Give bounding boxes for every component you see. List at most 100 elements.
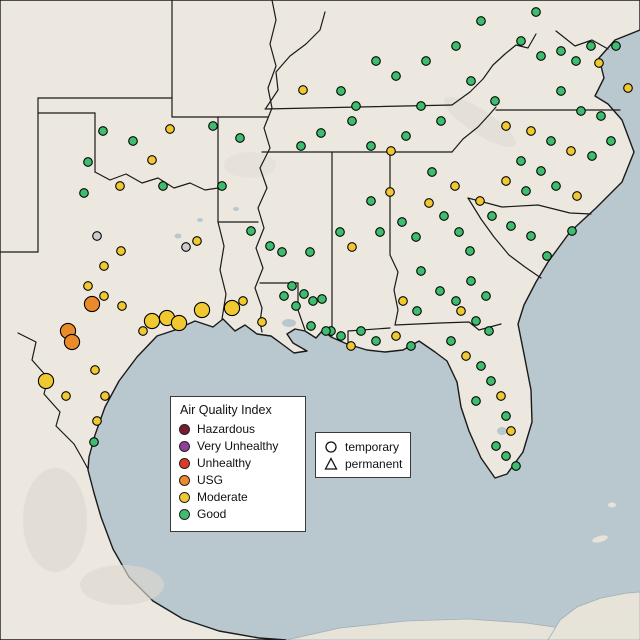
station-marker-good[interactable] — [371, 56, 381, 66]
station-marker-good[interactable] — [490, 96, 500, 106]
station-marker-good[interactable] — [347, 116, 357, 126]
station-marker-moderate[interactable] — [385, 187, 395, 197]
station-marker-moderate[interactable] — [475, 196, 485, 206]
station-marker-good[interactable] — [501, 451, 511, 461]
station-marker-moderate[interactable] — [257, 317, 267, 327]
station-marker-good[interactable] — [501, 411, 511, 421]
station-marker-good[interactable] — [308, 296, 318, 306]
station-marker-good[interactable] — [98, 126, 108, 136]
station-marker-usg[interactable] — [63, 333, 81, 351]
station-marker-moderate[interactable] — [506, 426, 516, 436]
station-marker-good[interactable] — [471, 396, 481, 406]
station-marker-good[interactable] — [551, 181, 561, 191]
station-marker-good[interactable] — [79, 188, 89, 198]
station-marker-moderate[interactable] — [461, 351, 471, 361]
station-marker-moderate[interactable] — [501, 176, 511, 186]
station-marker-good[interactable] — [335, 227, 345, 237]
station-marker-good[interactable] — [158, 181, 168, 191]
station-marker-good[interactable] — [511, 461, 521, 471]
station-marker-good[interactable] — [279, 291, 289, 301]
station-marker-good[interactable] — [356, 326, 366, 336]
station-marker-moderate[interactable] — [165, 124, 175, 134]
station-marker-good[interactable] — [451, 296, 461, 306]
station-marker-moderate[interactable] — [501, 121, 511, 131]
station-marker-good[interactable] — [576, 106, 586, 116]
station-marker-good[interactable] — [265, 241, 275, 251]
station-marker-good[interactable] — [317, 294, 327, 304]
station-marker-moderate[interactable] — [566, 146, 576, 156]
station-marker-good[interactable] — [586, 41, 596, 51]
station-marker-good[interactable] — [436, 116, 446, 126]
station-marker-good[interactable] — [351, 101, 361, 111]
station-marker-good[interactable] — [484, 326, 494, 336]
station-marker-moderate[interactable] — [386, 146, 396, 156]
station-marker-good[interactable] — [246, 226, 256, 236]
station-marker-no-data[interactable] — [181, 242, 191, 252]
station-marker-moderate[interactable] — [138, 326, 148, 336]
station-marker-good[interactable] — [516, 156, 526, 166]
station-marker-good[interactable] — [366, 196, 376, 206]
station-marker-moderate[interactable] — [99, 291, 109, 301]
station-marker-moderate[interactable] — [116, 246, 126, 256]
station-marker-good[interactable] — [391, 71, 401, 81]
station-marker-moderate[interactable] — [115, 181, 125, 191]
station-marker-moderate[interactable] — [99, 261, 109, 271]
station-marker-good[interactable] — [542, 251, 552, 261]
station-marker-moderate[interactable] — [594, 58, 604, 68]
station-marker-good[interactable] — [371, 336, 381, 346]
station-marker-good[interactable] — [89, 437, 99, 447]
station-marker-good[interactable] — [401, 131, 411, 141]
station-marker-moderate[interactable] — [117, 301, 127, 311]
station-marker-good[interactable] — [305, 247, 315, 257]
station-marker-moderate[interactable] — [170, 314, 188, 332]
station-marker-good[interactable] — [451, 41, 461, 51]
station-marker-good[interactable] — [596, 111, 606, 121]
station-marker-good[interactable] — [316, 128, 326, 138]
station-marker-good[interactable] — [291, 301, 301, 311]
station-marker-good[interactable] — [486, 376, 496, 386]
station-marker-moderate[interactable] — [347, 242, 357, 252]
station-marker-good[interactable] — [454, 227, 464, 237]
station-marker-moderate[interactable] — [192, 236, 202, 246]
station-marker-moderate[interactable] — [496, 391, 506, 401]
station-marker-good[interactable] — [531, 7, 541, 17]
station-marker-good[interactable] — [556, 46, 566, 56]
station-marker-moderate[interactable] — [92, 416, 102, 426]
station-marker-good[interactable] — [412, 306, 422, 316]
station-marker-moderate[interactable] — [572, 191, 582, 201]
station-marker-good[interactable] — [476, 361, 486, 371]
station-marker-moderate[interactable] — [450, 181, 460, 191]
station-marker-good[interactable] — [287, 281, 297, 291]
station-marker-moderate[interactable] — [346, 341, 356, 351]
station-marker-moderate[interactable] — [398, 296, 408, 306]
station-marker-good[interactable] — [277, 247, 287, 257]
station-marker-moderate[interactable] — [90, 365, 100, 375]
station-marker-moderate[interactable] — [298, 85, 308, 95]
station-marker-good[interactable] — [506, 221, 516, 231]
station-marker-good[interactable] — [466, 276, 476, 286]
station-marker-good[interactable] — [411, 232, 421, 242]
station-marker-moderate[interactable] — [238, 296, 248, 306]
station-marker-good[interactable] — [571, 56, 581, 66]
station-marker-good[interactable] — [526, 231, 536, 241]
station-marker-moderate[interactable] — [83, 281, 93, 291]
station-marker-good[interactable] — [439, 211, 449, 221]
station-marker-good[interactable] — [83, 157, 93, 167]
station-marker-moderate[interactable] — [391, 331, 401, 341]
station-marker-good[interactable] — [546, 136, 556, 146]
station-marker-moderate[interactable] — [223, 299, 241, 317]
station-marker-moderate[interactable] — [193, 301, 211, 319]
station-marker-good[interactable] — [491, 441, 501, 451]
station-marker-moderate[interactable] — [147, 155, 157, 165]
station-marker-good[interactable] — [416, 266, 426, 276]
station-marker-good[interactable] — [466, 76, 476, 86]
station-marker-moderate[interactable] — [526, 126, 536, 136]
station-marker-no-data[interactable] — [92, 231, 102, 241]
station-marker-good[interactable] — [606, 136, 616, 146]
station-marker-good[interactable] — [321, 326, 331, 336]
station-marker-good[interactable] — [435, 286, 445, 296]
station-marker-good[interactable] — [296, 141, 306, 151]
station-marker-usg[interactable] — [83, 295, 101, 313]
station-marker-good[interactable] — [416, 101, 426, 111]
station-marker-good[interactable] — [299, 289, 309, 299]
